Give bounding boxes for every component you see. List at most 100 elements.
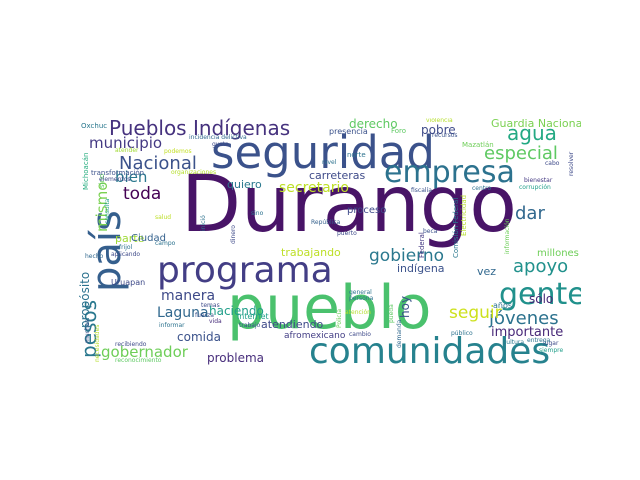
- word-michoacan: Michoacán: [82, 152, 90, 190]
- word-millones: millones: [537, 248, 579, 259]
- word-cambio: cambio: [349, 331, 371, 338]
- word-pueda: pueda: [388, 304, 395, 323]
- word-atencion: atención: [345, 309, 371, 316]
- word-cabo: cabo: [545, 160, 560, 167]
- word-mazatlan: Mazatlán: [462, 141, 494, 149]
- word-general: general: [349, 289, 372, 296]
- word-indigena: indígena: [397, 262, 445, 275]
- word-entrega: entrega: [527, 337, 551, 344]
- word-comision-federal: Comisión Federal: [452, 197, 460, 258]
- word-salud: salud: [155, 214, 172, 221]
- word-atender: atender: [115, 147, 139, 154]
- word-pueblo: pueblo: [227, 273, 432, 343]
- word-toda: toda: [123, 184, 162, 204]
- word-policia: Policía: [336, 308, 343, 328]
- word-elementos: elementos: [99, 176, 131, 183]
- word-aplicando: aplicando: [111, 251, 141, 258]
- word-frijol: frijol: [119, 244, 133, 251]
- word-republica: República: [311, 219, 341, 226]
- word-municipio: municipio: [89, 134, 163, 152]
- word-seguir: seguir: [449, 303, 502, 323]
- word-comida: comida: [177, 330, 221, 344]
- word-hecho: hecho: [85, 253, 104, 260]
- word-hoy: hoy: [398, 295, 412, 318]
- word-programa: programa: [157, 250, 333, 291]
- word-puerto: puerto: [337, 230, 357, 237]
- word-derecho: derecho: [349, 118, 398, 131]
- word-oxchuc: Oxchuc: [81, 122, 108, 130]
- word-recursos: recursos: [432, 132, 458, 139]
- word-podemos: podemos: [164, 148, 192, 155]
- word-temas: temas: [201, 302, 220, 309]
- word-sino-2: sino: [251, 210, 264, 217]
- word-secretario: secretario: [279, 180, 349, 196]
- word-atendiendo: atendiendo: [261, 318, 324, 331]
- word-afromexicano: afromexicano: [284, 331, 346, 341]
- word-fiscalia: fiscalía: [411, 187, 432, 194]
- word-trabajando: trabajando: [281, 246, 341, 259]
- word-jovenes: jóvenes: [489, 308, 559, 329]
- word-comunidades: comunidades: [309, 331, 551, 369]
- word-bien: bien: [115, 168, 148, 186]
- word-seguridad: seguridad: [211, 126, 435, 179]
- word-electricidad: Electricidad: [460, 194, 468, 236]
- word-campo: campo: [155, 240, 176, 247]
- word-presencia: presencia: [329, 127, 368, 136]
- word-muchas: muchas: [84, 319, 91, 343]
- word-nacional: Nacional: [119, 153, 197, 174]
- word-corrupcion: corrupción: [519, 184, 551, 191]
- word-violencia: violencia: [426, 118, 453, 124]
- word-importante: importante: [491, 325, 564, 340]
- word-cloud: Durango pueblo seguridad programa comuni…: [79, 118, 581, 368]
- word-organizaciones: organizaciones: [171, 169, 217, 176]
- word-norte: norte: [347, 151, 366, 159]
- word-internet: internet: [237, 312, 269, 321]
- word-pueblos-indigenas: Pueblos Indígenas: [109, 118, 291, 140]
- word-publico: público: [451, 330, 473, 337]
- word-nivel: nivel: [322, 159, 337, 166]
- word-gobierno: gobierno: [369, 246, 445, 266]
- word-federal: Federal: [418, 232, 426, 258]
- word-reconocimiento: reconocimiento: [115, 357, 162, 364]
- word-necesidades: necesidades: [94, 324, 101, 362]
- word-parte: parte: [115, 232, 145, 245]
- word-carreteras: carreteras: [309, 169, 366, 182]
- word-empresa: empresa: [384, 155, 515, 190]
- word-uruapan: Uruapan: [111, 278, 146, 287]
- word-trabajo: trabajo: [239, 322, 261, 329]
- word-lugar: lugar: [543, 340, 559, 347]
- word-gobernador: gobernador: [101, 343, 188, 361]
- word-informacion: información: [504, 218, 511, 254]
- word-proceso: proceso: [347, 205, 387, 216]
- word-gusta: gusta: [212, 141, 229, 148]
- word-recibiendo: recibiendo: [115, 341, 147, 348]
- word-dinero: dinero: [230, 225, 237, 244]
- word-informar: informar: [159, 322, 185, 329]
- word-persona: persona: [349, 295, 374, 302]
- word-quiero: quiero: [227, 178, 262, 191]
- word-resolver: resolver: [568, 151, 575, 176]
- word-vez: vez: [477, 265, 497, 278]
- word-dar: dar: [515, 203, 545, 224]
- word-beca: beca: [423, 228, 438, 235]
- word-cultura: cultura: [503, 339, 525, 346]
- word-especial: especial: [484, 143, 558, 164]
- word-consulta: consulta: [104, 198, 111, 224]
- word-vida: vida: [209, 318, 222, 325]
- word-centro: centro: [472, 185, 492, 192]
- word-inicio: inició: [200, 215, 207, 231]
- word-manera: manera: [161, 288, 216, 304]
- word-bienestar: bienestar: [524, 177, 553, 184]
- word-ciudad: Ciudad: [131, 233, 166, 244]
- word-problema: problema: [207, 351, 265, 365]
- word-durango: Durango: [181, 160, 518, 250]
- word-guardia-nacional: Guardia Nacional: [491, 118, 581, 130]
- word-demanda: demanda: [396, 319, 403, 348]
- word-agua: agua: [507, 121, 557, 145]
- word-apoyo: apoyo: [513, 256, 569, 277]
- word-foro: Foro: [391, 127, 407, 135]
- word-anos: años: [493, 301, 513, 310]
- word-transformacion: transformación: [91, 169, 145, 177]
- word-haciendo: haciendo: [209, 304, 264, 318]
- word-pobre: pobre: [421, 123, 456, 137]
